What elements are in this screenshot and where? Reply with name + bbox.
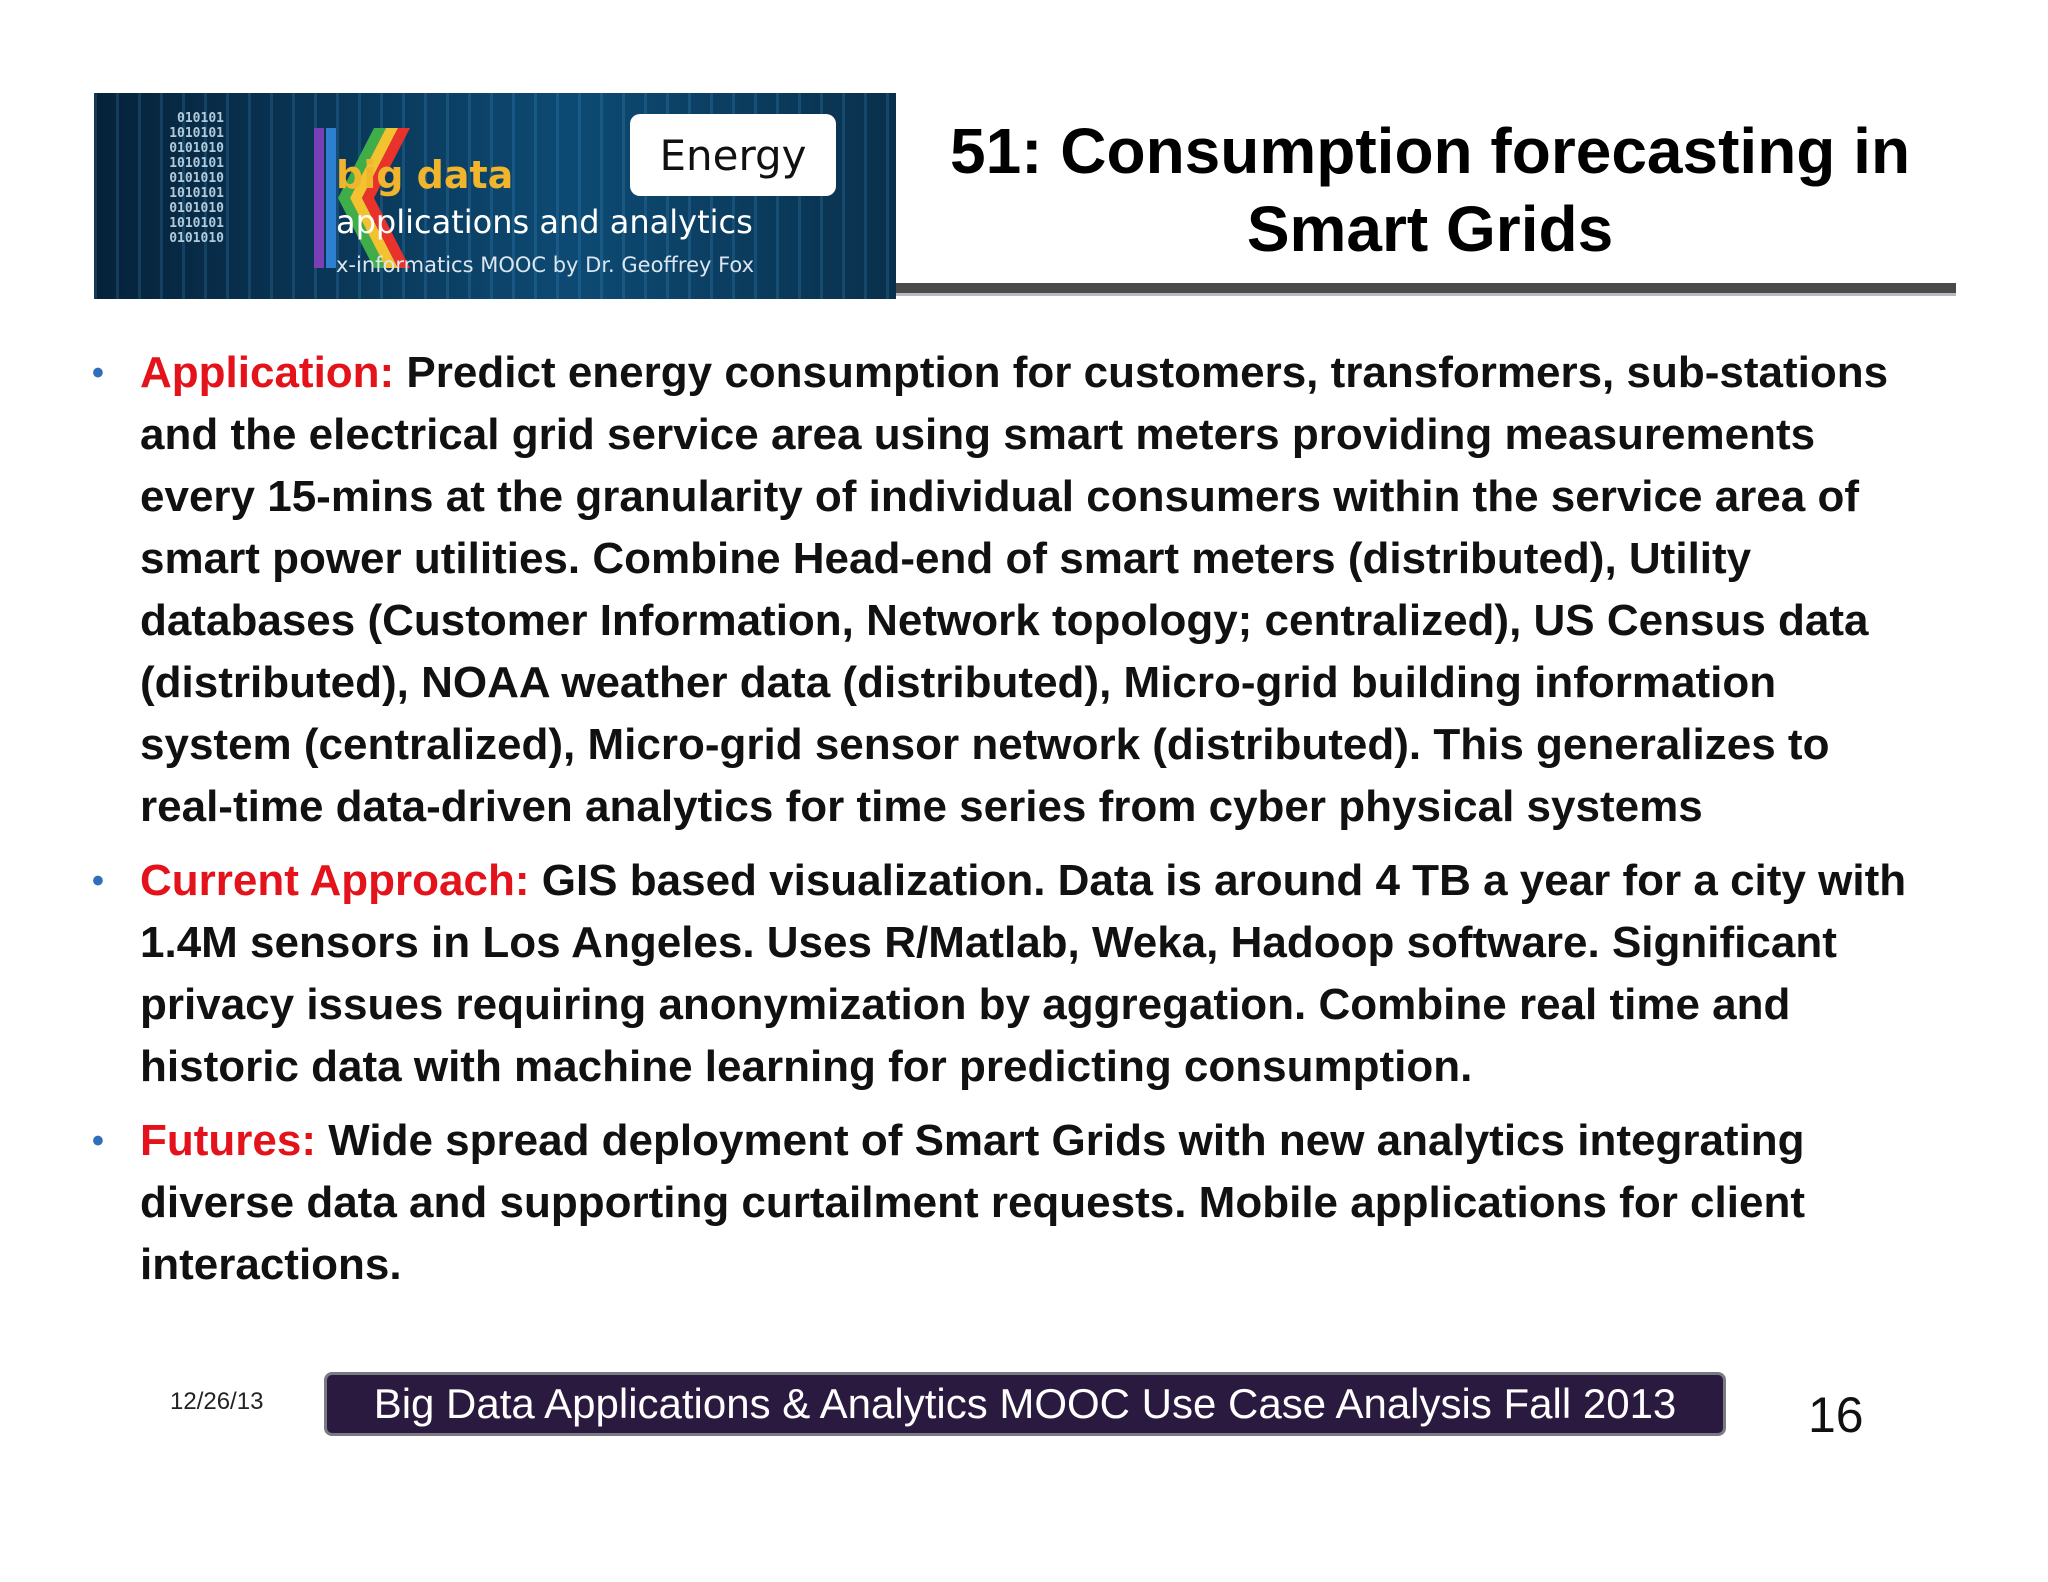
slide-title: 51: Consumption forecasting in Smart Gri… [949,115,1911,265]
logo-title: big data [336,153,514,197]
title-divider [896,283,1956,296]
footer-course-banner: Big Data Applications & Analytics MOOC U… [324,1372,1726,1436]
bullet-list: • Application: Predict energy consumptio… [92,342,1932,1308]
bullet-label: Futures: [140,1116,316,1165]
bullet-dot-icon: • [92,862,104,900]
logo-byline: x-informatics MOOC by Dr. Geoffrey Fox [336,253,755,277]
bullet-text: Wide spread deployment of Smart Grids wi… [140,1116,1805,1289]
page-number: 16 [1808,1387,1864,1443]
bullet-current-approach: • Current Approach: GIS based visualizat… [92,850,1932,1098]
bullet-text: GIS based visualization. Data is around … [140,856,1907,1091]
logo-subtitle: applications and analytics [336,203,753,241]
bullet-dot-icon: • [92,1122,104,1160]
bullet-dot-icon: • [92,354,104,392]
category-badge: Energy [630,114,836,196]
bullet-text: Predict energy consumption for customers… [140,348,1889,831]
bullet-label: Application: [140,348,395,397]
course-banner: 010101 1010101 0101010 1010101 0101010 1… [94,93,896,299]
k-logo-icon [314,128,410,268]
bullet-label: Current Approach: [140,856,530,905]
binary-decoration: 010101 1010101 0101010 1010101 0101010 1… [169,111,224,246]
bullet-futures: • Futures: Wide spread deployment of Sma… [92,1110,1932,1296]
bullet-application: • Application: Predict energy consumptio… [92,342,1932,838]
footer-date: 12/26/13 [170,1388,264,1415]
